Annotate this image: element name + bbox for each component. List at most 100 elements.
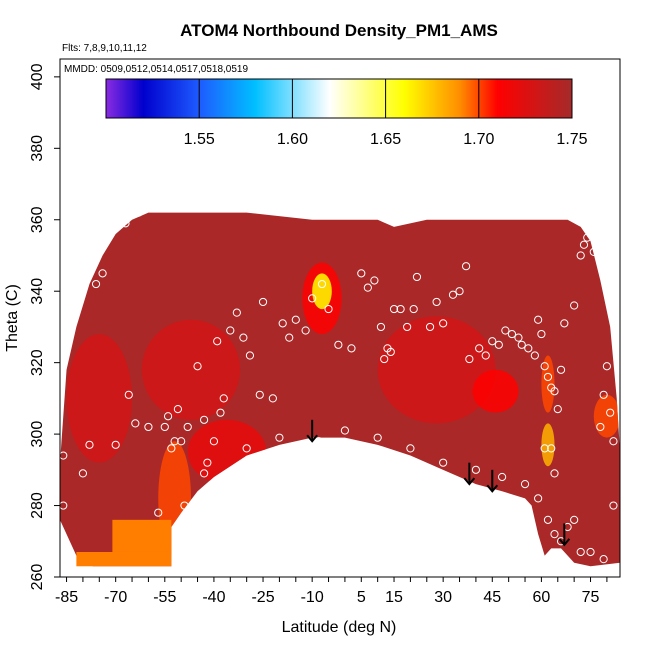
arrow-markers — [306, 419, 571, 547]
observation-point — [314, 437, 323, 446]
y-tick-label: 300 — [29, 421, 46, 448]
observation-point — [570, 301, 579, 310]
colorbar-tick-label: 1.70 — [463, 131, 494, 148]
observation-point — [494, 340, 503, 349]
observation-point — [199, 469, 209, 478]
y-axis: 260 280 300 320 340 360 380 400 — [29, 63, 60, 590]
field-hotspot — [312, 273, 332, 310]
observation-point — [543, 515, 553, 524]
observation-point — [111, 440, 120, 449]
observation-point — [514, 333, 523, 342]
field-hotspot — [141, 319, 241, 420]
observation-point — [461, 262, 471, 271]
observation-point — [524, 344, 533, 353]
field-hotspot — [377, 316, 496, 424]
observation-point — [409, 304, 418, 314]
observation-point — [471, 465, 481, 474]
observation-point — [324, 304, 333, 314]
observation-point — [258, 297, 268, 307]
observation-point — [389, 304, 399, 314]
observation-point — [124, 390, 133, 399]
observation-point — [425, 322, 435, 332]
y-tick-label: 320 — [29, 349, 46, 376]
x-tick-label: -70 — [104, 589, 127, 606]
observation-point — [488, 337, 497, 346]
x-tick-label: 75 — [582, 589, 600, 606]
observation-point — [199, 415, 209, 424]
observation-point — [547, 444, 556, 453]
observation-point — [543, 372, 553, 382]
observation-point — [177, 437, 186, 446]
field-patch — [112, 519, 172, 552]
observation-point — [432, 297, 441, 307]
field-hotspot — [593, 394, 620, 438]
observation-point — [285, 333, 294, 342]
observation-point — [291, 315, 300, 324]
observation-point — [334, 340, 343, 349]
y-tick-label: 340 — [29, 278, 46, 305]
observation-point — [609, 437, 618, 446]
observation-point — [412, 272, 422, 282]
observation-point — [599, 555, 608, 564]
observation-point — [376, 322, 386, 332]
observation-point — [606, 408, 615, 417]
y-tick-label: 380 — [29, 135, 46, 162]
observation-point — [183, 422, 192, 432]
y-tick-label: 360 — [29, 206, 46, 233]
observation-point — [91, 279, 101, 289]
observation-point — [534, 315, 543, 324]
observation-point — [550, 469, 559, 478]
arrow-marker — [463, 462, 476, 486]
observation-point — [537, 329, 546, 339]
observation-point — [357, 269, 366, 278]
colorbar — [105, 78, 573, 119]
observation-point — [154, 508, 163, 517]
observation-point — [406, 444, 415, 453]
observation-point — [386, 347, 395, 357]
field-patch — [76, 551, 172, 567]
x-tick-label: 5 — [357, 589, 366, 606]
observation-point — [439, 319, 448, 328]
observation-point — [609, 501, 618, 510]
observation-point — [219, 394, 228, 403]
observation-point — [556, 365, 566, 374]
observation-point — [78, 469, 88, 478]
observation-point — [275, 433, 284, 442]
observation-point — [160, 422, 169, 432]
arrow-head — [463, 477, 476, 486]
arrow-head — [306, 434, 318, 443]
observation-point — [448, 290, 458, 299]
observation-point — [363, 283, 372, 292]
observation-point — [560, 319, 569, 328]
x-tick-label: -85 — [55, 589, 78, 606]
observation-point — [242, 444, 251, 453]
observation-point — [213, 337, 222, 346]
observation-point — [209, 437, 219, 446]
x-tick-label: 30 — [434, 589, 452, 606]
x-tick-label: -40 — [202, 589, 225, 606]
dates-annotation: MMDD: 0509,0512,0514,0517,0518,0519 — [64, 64, 248, 75]
observation-point — [65, 326, 74, 335]
x-tick-label: -10 — [301, 589, 324, 606]
observation-point — [455, 287, 464, 296]
observation-point — [550, 530, 559, 539]
arrow-marker — [558, 523, 571, 547]
observation-point — [475, 344, 484, 353]
colorbar-tick-label: 1.60 — [277, 131, 308, 148]
observation-point — [255, 390, 264, 399]
x-tick-label: 45 — [483, 589, 501, 606]
observation-point — [396, 304, 405, 314]
observation-point — [498, 472, 507, 482]
arrow-marker — [306, 419, 318, 443]
observation-point — [167, 444, 176, 453]
colorbar-tick-label: 1.65 — [370, 131, 401, 148]
observation-point — [131, 419, 140, 428]
observation-point — [507, 329, 517, 339]
observation-point — [517, 340, 526, 349]
field-hotspot — [541, 423, 555, 467]
observation-point — [380, 354, 389, 364]
observation-point — [596, 422, 605, 432]
observation-point — [501, 326, 510, 335]
observation-point — [239, 333, 248, 342]
colorbar-tick-label: 1.55 — [184, 131, 215, 148]
